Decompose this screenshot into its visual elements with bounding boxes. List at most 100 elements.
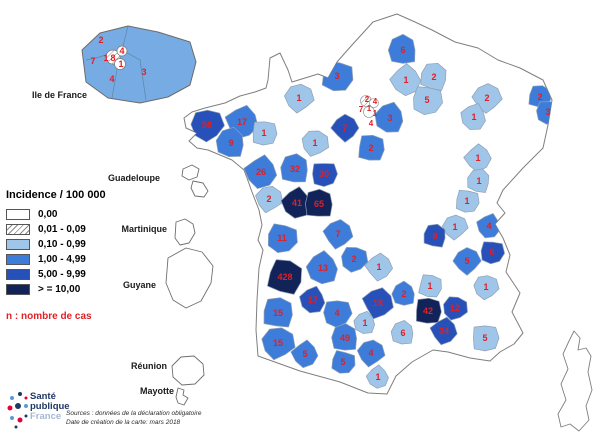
department-region xyxy=(261,327,296,361)
legend-label: 1,00 - 4,99 xyxy=(38,254,86,265)
department-case-count: 1 xyxy=(476,176,481,186)
martinique-outline xyxy=(174,218,196,246)
department-case-count: 1 xyxy=(362,318,367,328)
inset-department-case-count: 1 xyxy=(103,53,108,63)
department-case-count: 1 xyxy=(471,112,476,122)
legend-swatch-1-00-4-99 xyxy=(6,254,30,265)
inset-department-case-count: 7 xyxy=(90,56,95,66)
logo-line-2: publique xyxy=(30,401,70,412)
department-region xyxy=(365,364,389,389)
legend-label: 5,00 - 9,99 xyxy=(38,269,86,280)
department-region xyxy=(358,134,385,161)
department-region xyxy=(331,350,356,374)
department-region xyxy=(390,320,414,345)
department-case-count: 56 xyxy=(202,120,212,130)
department-region xyxy=(391,280,415,306)
department-case-count: 2 xyxy=(537,92,542,102)
department-region xyxy=(467,168,490,193)
department-case-count: 49 xyxy=(340,333,350,343)
department-case-count: 1 xyxy=(296,93,301,103)
guadeloupe-label: Guadeloupe xyxy=(107,173,160,183)
department-region xyxy=(301,130,329,157)
department-case-count: 26 xyxy=(256,167,266,177)
inset-outline xyxy=(81,25,197,104)
department-region xyxy=(456,189,480,213)
department-region xyxy=(364,252,393,282)
department-case-count: 1 xyxy=(375,372,380,382)
department-case-count: 41 xyxy=(292,198,302,208)
inset-department-case-count: 1 xyxy=(118,59,123,69)
department-case-count: 8 xyxy=(489,247,494,257)
paris-area-case-count: 2 xyxy=(365,95,370,104)
department-case-count: 8 xyxy=(432,231,437,241)
inset-label: Ile de France xyxy=(32,90,88,100)
department-region xyxy=(312,163,338,187)
sante-publique-france-logo: Santé publique France xyxy=(30,392,70,422)
legend-label: 0,10 - 0,99 xyxy=(38,239,86,250)
department-case-count: 1 xyxy=(427,281,432,291)
department-region xyxy=(263,297,293,328)
inset-inner-ring-region xyxy=(116,45,128,57)
inset-inner-ring-region xyxy=(114,58,126,70)
department-case-count: 2 xyxy=(401,289,406,299)
department-case-count: 1 xyxy=(483,282,488,292)
paris-area-case-count: 1 xyxy=(373,109,378,118)
department-region xyxy=(361,287,394,320)
legend-row: 1,00 - 4,99 xyxy=(6,252,136,267)
legend-title: Incidence / 100 000 xyxy=(6,189,106,201)
inset-department-case-count: 4 xyxy=(109,74,114,84)
department-region xyxy=(267,259,303,295)
legend-row: 0,01 - 0,09 xyxy=(6,222,136,237)
legend: Incidence / 100 000 0,00 0,01 - 0,09 0,1… xyxy=(6,189,136,322)
department-case-count: 7 xyxy=(342,123,347,133)
department-case-count: 5 xyxy=(302,349,307,359)
mayotte-outline xyxy=(175,387,189,406)
martinique-label: Martinique xyxy=(121,224,167,234)
department-case-count: 5 xyxy=(340,357,345,367)
department-region xyxy=(284,83,315,114)
department-case-count: 7 xyxy=(335,229,340,239)
department-region xyxy=(536,101,552,125)
legend-row: 0,10 - 0,99 xyxy=(6,237,136,252)
department-case-count: 17 xyxy=(308,295,318,305)
mayotte-label: Mayotte xyxy=(139,386,174,396)
department-region xyxy=(460,103,486,130)
legend-swatch-0-00 xyxy=(6,209,30,220)
department-region xyxy=(416,297,442,324)
department-case-count: 2 xyxy=(368,143,373,153)
department-case-count: 428 xyxy=(277,272,292,282)
department-case-count: 13 xyxy=(318,263,328,273)
department-region xyxy=(252,121,278,146)
legend-row: 5,00 - 9,99 xyxy=(6,267,136,282)
department-case-count: 65 xyxy=(314,199,324,209)
department-case-count: 4 xyxy=(334,308,339,318)
sources-line-1: Sources : données de la déclaration obli… xyxy=(66,410,202,417)
paris-area-case-count: 4 xyxy=(373,97,378,106)
department-region xyxy=(463,143,492,173)
department-region xyxy=(305,250,338,285)
department-case-count: 6 xyxy=(400,45,405,55)
department-case-count: 5 xyxy=(464,256,469,266)
department-region xyxy=(429,316,458,346)
guyane-outline xyxy=(165,247,214,309)
department-region xyxy=(255,185,284,214)
department-case-count: 3 xyxy=(387,113,392,123)
department-region xyxy=(331,323,357,351)
logo-line-3: France xyxy=(30,411,62,422)
department-region xyxy=(452,247,482,276)
department-region xyxy=(374,101,404,133)
logo-line-1: Santé xyxy=(30,391,56,402)
department-case-count: 3 xyxy=(545,107,550,117)
department-case-count: 11 xyxy=(277,233,287,243)
department-region xyxy=(290,339,319,369)
guadeloupe-outline-2 xyxy=(190,180,209,198)
overseas-outlines xyxy=(165,164,214,406)
inset-department-case-count: 2 xyxy=(98,35,103,45)
inset-department-case-count: 3 xyxy=(141,67,146,77)
department-case-count: 17 xyxy=(237,117,247,127)
department-region xyxy=(443,296,468,321)
department-case-count: 18 xyxy=(373,298,383,308)
department-region xyxy=(305,188,333,217)
sources-line-2: Date de création de la carte: mars 2018 xyxy=(66,418,181,426)
